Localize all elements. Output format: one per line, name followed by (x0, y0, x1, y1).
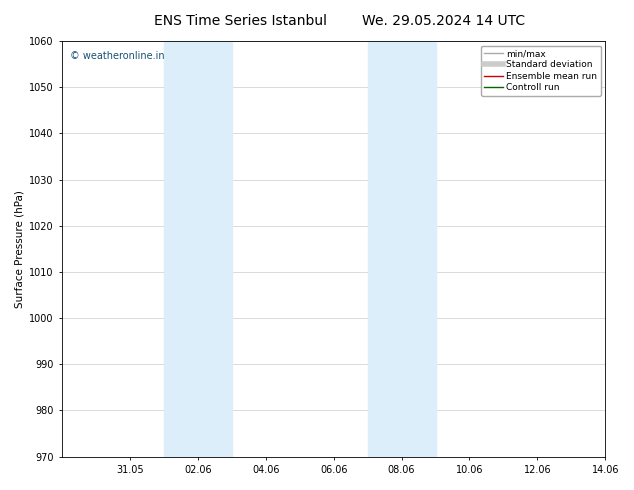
Legend: min/max, Standard deviation, Ensemble mean run, Controll run: min/max, Standard deviation, Ensemble me… (481, 46, 601, 96)
Bar (368, 41, 436, 457)
Text: We. 29.05.2024 14 UTC: We. 29.05.2024 14 UTC (362, 14, 526, 28)
Text: © weatheronline.in: © weatheronline.in (70, 51, 165, 61)
Bar (164, 41, 232, 457)
Y-axis label: Surface Pressure (hPa): Surface Pressure (hPa) (15, 190, 25, 308)
Text: ENS Time Series Istanbul: ENS Time Series Istanbul (155, 14, 327, 28)
